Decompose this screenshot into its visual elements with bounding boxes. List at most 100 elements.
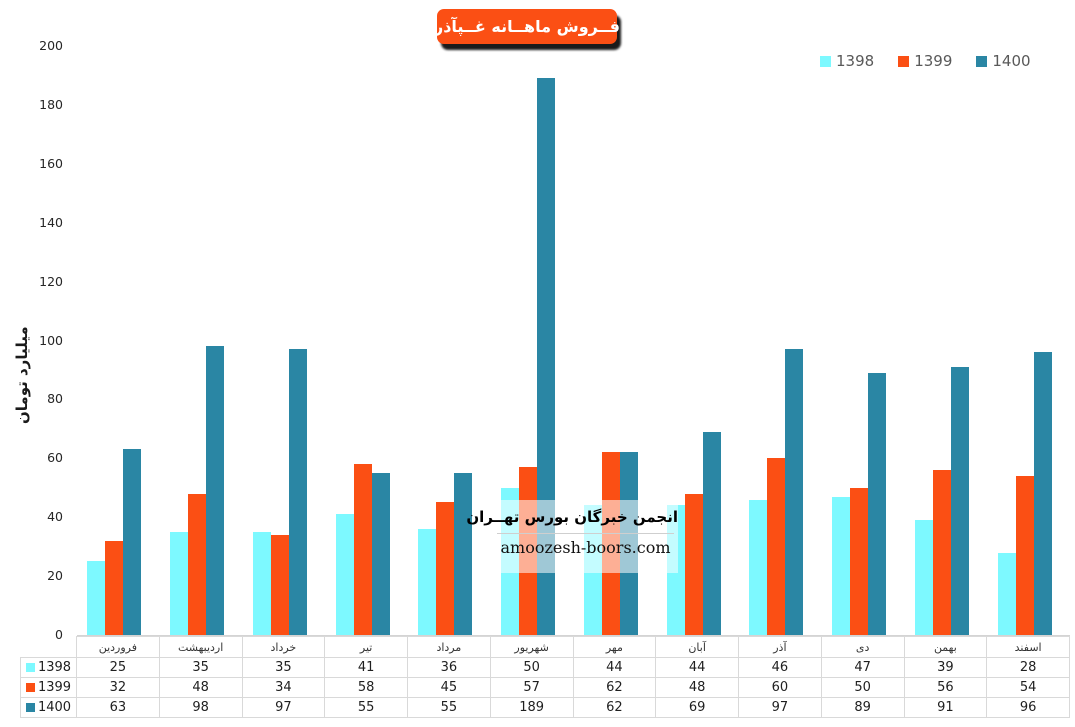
table-value-cell: 60 bbox=[738, 677, 822, 698]
legend-key-icon bbox=[25, 703, 35, 712]
bar-1398 bbox=[418, 528, 437, 635]
bar-1399 bbox=[850, 487, 869, 635]
bar-group bbox=[239, 46, 322, 635]
bar-1398 bbox=[832, 496, 851, 635]
legend: 1398 1399 1400 bbox=[820, 52, 1031, 70]
bar-1398 bbox=[997, 552, 1016, 635]
legend-item-1400: 1400 bbox=[976, 52, 1031, 70]
table-value-cell: 55 bbox=[324, 697, 408, 718]
bar-1399 bbox=[353, 464, 372, 635]
bar-1400 bbox=[785, 349, 804, 635]
y-tick-label: 0 bbox=[55, 627, 63, 642]
table-series-name: 1399 bbox=[37, 680, 72, 695]
y-tick-label: 20 bbox=[47, 568, 63, 584]
y-tick-label: 140 bbox=[39, 214, 63, 230]
bar-1399 bbox=[767, 458, 786, 635]
table-value-cell: 44 bbox=[655, 657, 739, 678]
table-value-cell: 44 bbox=[572, 657, 657, 678]
bar-group bbox=[901, 46, 984, 635]
bar-1399 bbox=[684, 493, 703, 635]
table-month-header: شهریور bbox=[489, 636, 574, 658]
table-month-header: خرداد bbox=[241, 636, 326, 658]
table-value-cell: 35 bbox=[241, 657, 326, 678]
table-value-cell: 28 bbox=[986, 657, 1070, 678]
table-series-row: 1398 25 35 35 41 36 50 44 44 46 47 39 28 bbox=[20, 657, 1070, 678]
y-tick-label: 160 bbox=[39, 155, 63, 171]
watermark-title: انجمن خبرگان بورس تهــران bbox=[466, 508, 678, 526]
table-month-header: بهمن bbox=[903, 636, 988, 658]
table-value-cell: 45 bbox=[407, 677, 491, 698]
table-value-cell: 89 bbox=[820, 697, 905, 718]
bar-group bbox=[404, 46, 487, 635]
table-value-cell: 189 bbox=[489, 697, 574, 718]
bar-group bbox=[156, 46, 239, 635]
y-tick-label: 120 bbox=[39, 273, 63, 289]
table-value-cell: 54 bbox=[986, 677, 1070, 698]
watermark-divider bbox=[497, 533, 674, 534]
table-header-row: فروردین اردیبهشت خرداد تیر مرداد شهریور مهر آبا… bbox=[21, 636, 1070, 658]
table-value-cell: 98 bbox=[158, 697, 243, 718]
bar-1400 bbox=[1033, 352, 1052, 635]
bar-1398 bbox=[170, 531, 189, 635]
legend-key-icon bbox=[25, 663, 35, 672]
legend-item-1399: 1399 bbox=[898, 52, 952, 70]
table-value-cell: 48 bbox=[655, 677, 739, 698]
bar-1399 bbox=[270, 534, 289, 635]
table-corner-blank bbox=[21, 637, 77, 658]
table-value-cell: 41 bbox=[324, 657, 408, 678]
table-value-cell: 35 bbox=[158, 657, 243, 678]
table-value-cell: 32 bbox=[76, 677, 160, 698]
bar-1400 bbox=[868, 372, 887, 635]
table-month-header: اردیبهشت bbox=[158, 636, 243, 658]
table-value-cell: 62 bbox=[572, 677, 657, 698]
y-tick-label: 100 bbox=[39, 332, 63, 348]
table-value-cell: 47 bbox=[820, 657, 905, 678]
table-series-name: 1400 bbox=[37, 700, 72, 715]
bar-1400 bbox=[206, 346, 225, 635]
bar-1400 bbox=[454, 473, 473, 635]
bar-1400 bbox=[123, 449, 142, 635]
table-series-label: 1398 bbox=[20, 657, 77, 678]
table-series-label: 1400 bbox=[20, 697, 77, 718]
bar-group bbox=[818, 46, 901, 635]
table-value-cell: 57 bbox=[489, 677, 574, 698]
table-series-row: 1399 32 48 34 58 45 57 62 48 60 50 56 54 bbox=[20, 677, 1070, 698]
table-value-cell: 50 bbox=[489, 657, 574, 678]
table-series-label-wrap: 1398 bbox=[22, 660, 76, 675]
bar-group bbox=[983, 46, 1066, 635]
table-value-cell: 56 bbox=[903, 677, 988, 698]
data-table: فروردین اردیبهشت خرداد تیر مرداد شهریور مهر آبا… bbox=[20, 636, 1070, 718]
bar-1398 bbox=[749, 499, 768, 635]
table-month-header: دی bbox=[820, 636, 905, 658]
bar-1398 bbox=[87, 561, 106, 635]
table-value-cell: 96 bbox=[986, 697, 1070, 718]
table-value-cell: 58 bbox=[324, 677, 408, 698]
bar-group bbox=[73, 46, 156, 635]
table-value-cell: 36 bbox=[407, 657, 491, 678]
y-tick-label: 80 bbox=[47, 391, 63, 407]
table-series-row: 1400 63 98 97 55 55 189 62 69 97 89 91 96 bbox=[20, 697, 1070, 718]
table-value-cell: 69 bbox=[655, 697, 739, 718]
table-value-cell: 50 bbox=[820, 677, 905, 698]
table-series-name: 1398 bbox=[37, 660, 72, 675]
table-series-label-wrap: 1399 bbox=[22, 680, 76, 695]
chart-title: فــروش ماهــانه غــپآذر bbox=[433, 17, 621, 36]
bar-group bbox=[735, 46, 818, 635]
legend-marker-icon bbox=[898, 55, 910, 67]
y-axis-ticks: 0 20 40 60 80 100 120 140 160 180 200 bbox=[0, 38, 63, 642]
table-value-cell: 34 bbox=[241, 677, 326, 698]
bar-1399 bbox=[105, 540, 124, 635]
table-value-cell: 25 bbox=[76, 657, 160, 678]
table-month-header: مرداد bbox=[407, 636, 491, 658]
table-value-cell: 63 bbox=[76, 697, 160, 718]
legend-marker-icon bbox=[976, 55, 988, 67]
table-month-header: مهر bbox=[572, 636, 657, 658]
bar-1400 bbox=[702, 431, 721, 635]
table-value-cell: 91 bbox=[903, 697, 988, 718]
bar-1399 bbox=[436, 502, 455, 635]
bar-1400 bbox=[371, 473, 390, 635]
bar-1399 bbox=[932, 470, 951, 635]
plot-area bbox=[77, 46, 1070, 636]
table-series-label-wrap: 1400 bbox=[22, 700, 76, 715]
